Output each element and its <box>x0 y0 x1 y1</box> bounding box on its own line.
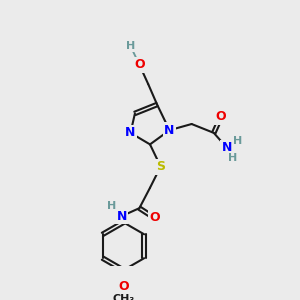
Text: H: H <box>107 201 116 212</box>
Text: N: N <box>125 126 136 140</box>
Text: N: N <box>116 210 127 223</box>
Text: N: N <box>222 141 232 154</box>
Text: H: H <box>126 41 135 51</box>
Text: CH₃: CH₃ <box>112 294 135 300</box>
Text: S: S <box>156 160 165 173</box>
Text: O: O <box>134 58 145 71</box>
Text: H: H <box>228 153 237 163</box>
Text: H: H <box>233 136 242 146</box>
Text: O: O <box>118 280 129 292</box>
Text: O: O <box>216 110 226 123</box>
Text: O: O <box>149 212 160 224</box>
Text: N: N <box>164 124 175 137</box>
